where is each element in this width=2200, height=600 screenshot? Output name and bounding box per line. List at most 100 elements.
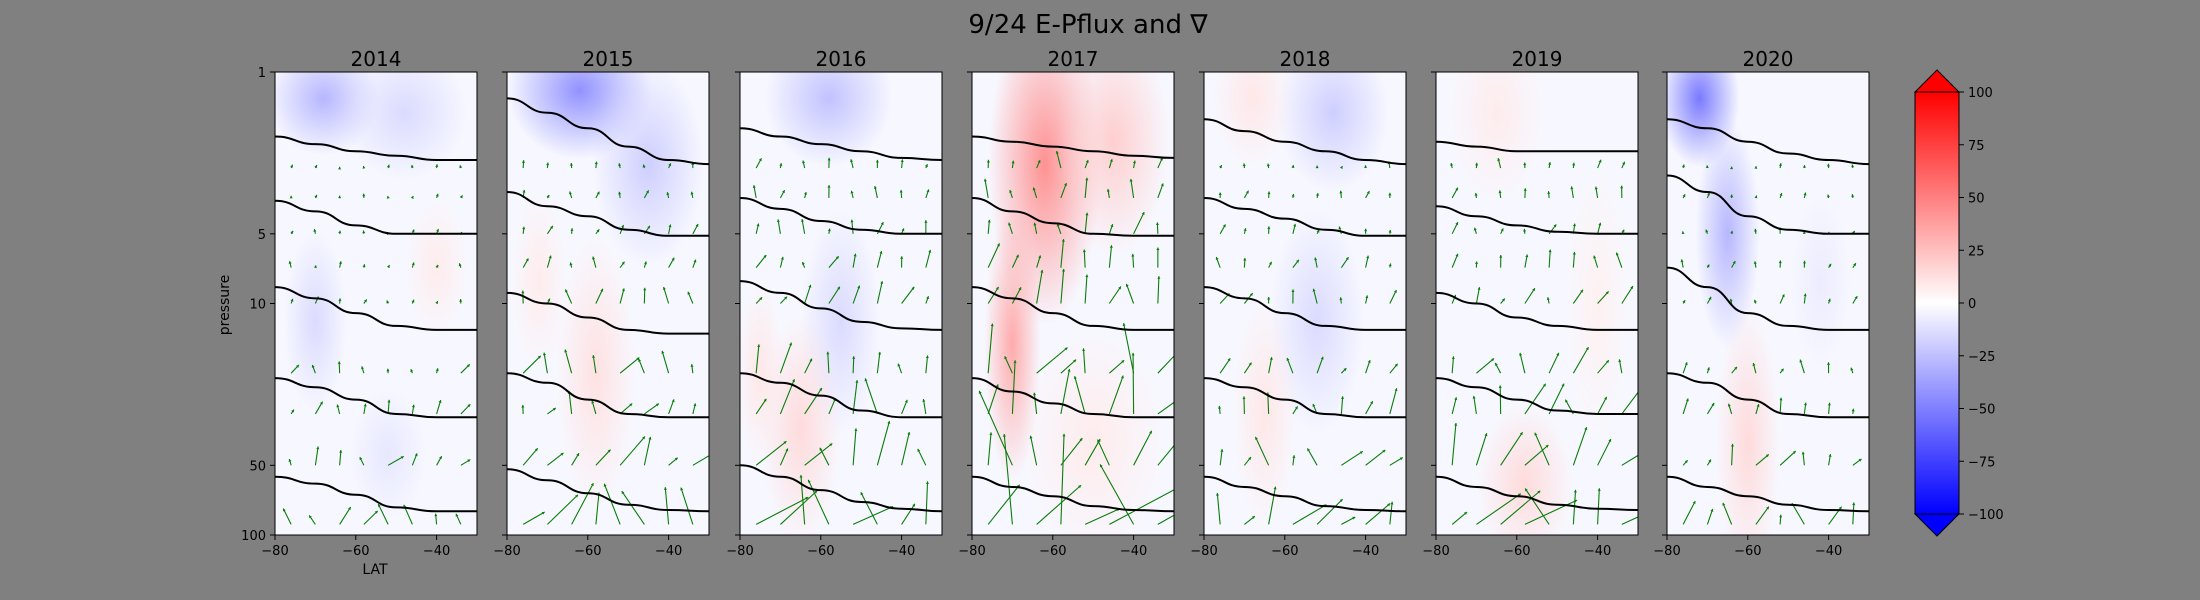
flux-arrowhead — [1523, 162, 1527, 166]
flux-arrowhead — [1838, 506, 1842, 510]
contour-lines — [1667, 118, 1869, 513]
flux-arrowhead — [897, 363, 901, 367]
flux-arrowhead — [1125, 283, 1129, 287]
x-tick-label: −40 — [423, 544, 450, 559]
flux-arrowhead — [1176, 399, 1179, 402]
flux-arrow — [1524, 383, 1547, 415]
flux-arrowhead — [1473, 227, 1477, 231]
flux-arrowhead — [1073, 359, 1077, 363]
flux-arrow — [1621, 454, 1638, 466]
flux-arrowhead — [534, 448, 538, 452]
flux-arrowhead — [925, 164, 928, 168]
flux-arrow — [1084, 508, 1120, 525]
flux-arrow — [1524, 287, 1536, 304]
flux-arrowhead — [1097, 439, 1101, 443]
flux-arrowhead — [1730, 166, 1734, 170]
flux-arrow — [1306, 448, 1318, 466]
flux-arrowhead — [1220, 449, 1224, 452]
flux-arrowhead — [1078, 485, 1082, 489]
flux-arrow — [1268, 357, 1273, 374]
flux-arrows — [521, 160, 709, 525]
flux-arrowhead — [288, 261, 292, 264]
flux-arrowhead — [1291, 165, 1295, 168]
flux-arrowhead — [1399, 457, 1403, 461]
flux-arrows — [282, 164, 471, 525]
shading-blob — [1276, 72, 1390, 194]
flux-arrowhead — [1243, 257, 1247, 261]
flux-arrowhead — [1826, 362, 1831, 365]
flux-arrow — [1476, 358, 1495, 374]
flux-arrowhead — [289, 195, 293, 199]
shading-blob — [1212, 72, 1293, 168]
flux-arrowhead — [560, 452, 564, 456]
flux-arrowhead — [1580, 289, 1583, 293]
flux-arrowhead — [1708, 296, 1712, 300]
flux-arrowhead — [853, 253, 857, 257]
flux-arrowhead — [648, 436, 652, 440]
flux-arrowhead — [1343, 368, 1347, 372]
contour-line — [1667, 475, 1869, 513]
flux-arrow — [779, 342, 792, 374]
flux-arrow — [978, 390, 1013, 466]
colorbar-tick-label: −100 — [1968, 508, 2004, 523]
flux-arrowhead — [690, 191, 694, 195]
flux-arrowhead — [1273, 486, 1277, 490]
flux-arrowhead — [911, 286, 915, 290]
flux-arrow — [1084, 177, 1088, 199]
flux-arrow — [603, 483, 621, 525]
flux-arrowhead — [362, 264, 366, 268]
flux-arrowhead — [1267, 296, 1271, 300]
contour-line — [275, 135, 477, 162]
flux-arrows — [752, 157, 932, 525]
flux-arrow — [661, 350, 670, 374]
flux-arrowhead — [1296, 259, 1299, 263]
x-tick-label: −40 — [1584, 544, 1611, 559]
flux-arrowhead — [1390, 501, 1394, 505]
shading-blob — [1448, 72, 1546, 206]
x-tick-label: −80 — [261, 544, 288, 559]
flux-arrowhead — [592, 256, 596, 260]
flux-arrow — [987, 323, 993, 374]
panel-2018: 2018 −80 −60 −40 — [1190, 47, 1407, 559]
x-tick-label: −80 — [726, 544, 753, 559]
flux-arrowhead — [1013, 360, 1017, 363]
flux-arrow — [860, 492, 878, 525]
anomaly-shading — [740, 72, 894, 535]
flux-arrowhead — [925, 355, 929, 359]
flux-arrowhead — [1388, 263, 1392, 267]
flux-arrow — [1597, 438, 1612, 466]
flux-arrowhead — [1753, 261, 1757, 265]
flux-arrowhead — [594, 161, 598, 165]
flux-arrowhead — [693, 403, 697, 407]
flux-arrowhead — [1245, 190, 1249, 194]
flux-arrowhead — [296, 364, 299, 368]
flux-arrowhead — [364, 299, 367, 303]
flux-arrowhead — [1339, 499, 1343, 503]
contour-line — [275, 199, 477, 235]
contour-line — [740, 464, 942, 513]
flux-arrowhead — [1756, 404, 1760, 407]
flux-arrowhead — [1525, 254, 1529, 258]
flux-arrowhead — [439, 456, 442, 460]
flux-arrowhead — [1474, 192, 1478, 196]
flux-arrowhead — [655, 403, 659, 407]
flux-arrowhead — [1546, 297, 1550, 301]
contour-line — [1204, 196, 1406, 237]
flux-arrowhead — [339, 450, 343, 453]
flux-arrowhead — [411, 404, 415, 408]
flux-arrowhead — [904, 399, 908, 403]
flux-arrowhead — [1545, 444, 1549, 448]
flux-arrow — [917, 448, 927, 466]
flux-arrow — [819, 447, 830, 466]
flux-arrowhead — [290, 230, 294, 234]
x-tick-label: −60 — [1503, 544, 1530, 559]
flux-arrowhead — [1174, 442, 1177, 445]
contour-line — [1204, 286, 1406, 331]
flux-arrowhead — [1660, 440, 1663, 443]
shading-blob — [1232, 298, 1297, 530]
flux-arrow — [852, 380, 858, 415]
flux-arrowhead — [438, 400, 442, 403]
flux-arrowhead — [314, 165, 318, 169]
contour-line — [972, 196, 1174, 237]
